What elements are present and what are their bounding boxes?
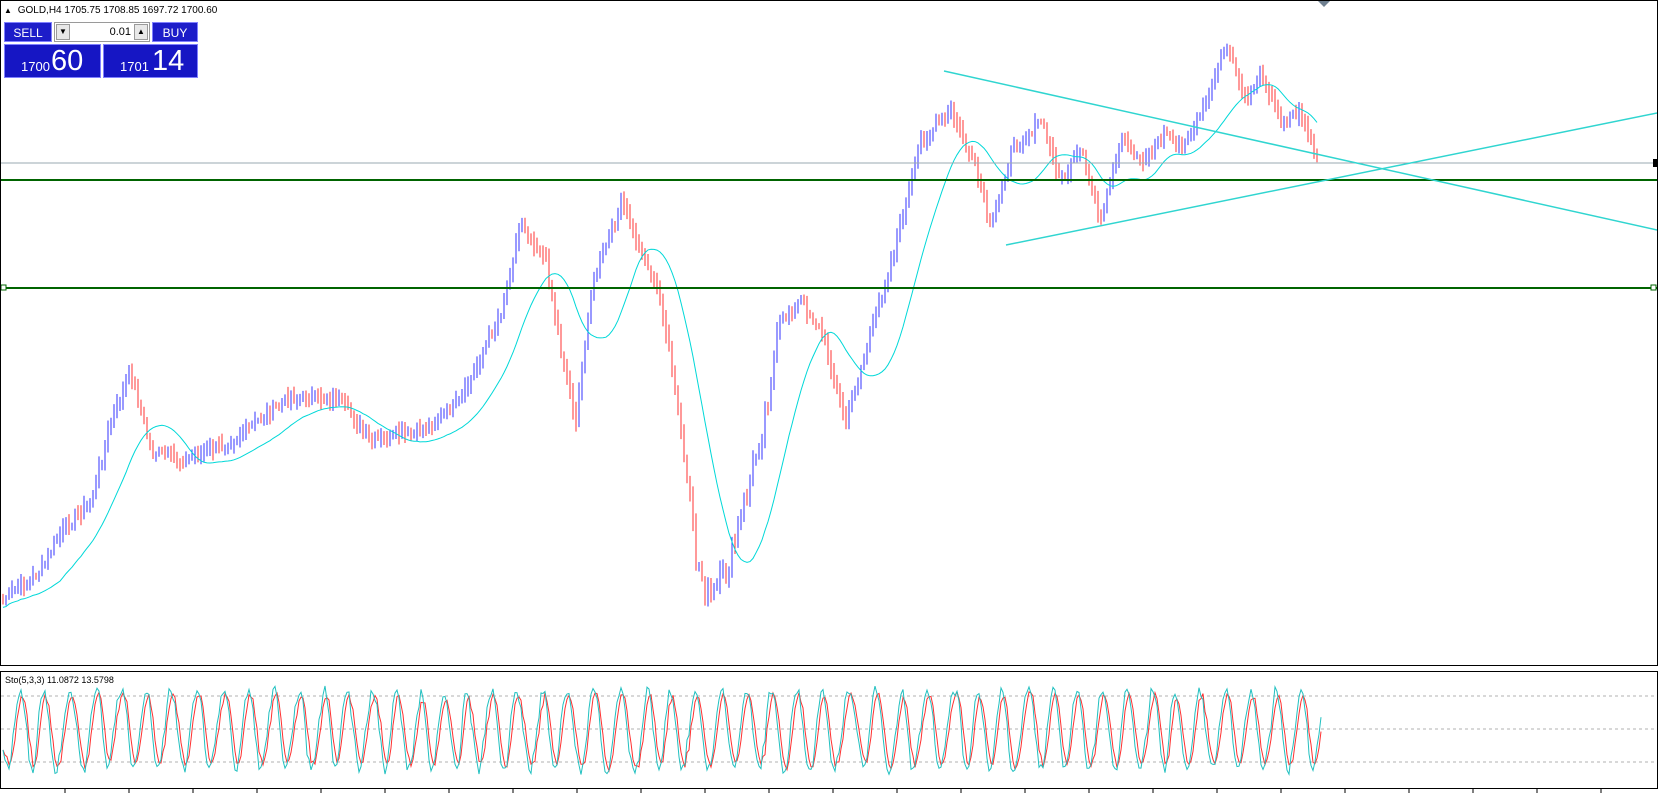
- level-handle-right: [1650, 284, 1657, 291]
- buy-price-pips: 14: [152, 45, 185, 77]
- stochastic-signal-line: [2, 690, 1322, 773]
- sell-price-prefix: 1700: [21, 59, 50, 74]
- stochastic-main-line: [2, 684, 1322, 776]
- lot-decrease-arrow-icon[interactable]: ▼: [56, 24, 70, 40]
- sell-price-display[interactable]: 1700 60: [4, 44, 101, 78]
- level-handle-left: [1, 284, 7, 291]
- price-chart-svg[interactable]: [1, 1, 1657, 665]
- sell-price-pips: 60: [51, 45, 84, 77]
- chart-title: ▲ GOLD,H4 1705.75 1708.85 1697.72 1700.6…: [4, 5, 217, 16]
- current-price-marker: [1653, 159, 1657, 167]
- lot-size-control: ▼ ▲: [54, 22, 150, 42]
- descending-trendline: [943, 70, 1657, 231]
- buy-button[interactable]: BUY: [152, 22, 198, 42]
- buy-price-prefix: 1701: [120, 59, 149, 74]
- stochastic-subwindow[interactable]: Sto(5,3,3) 11.0872 13.5798: [0, 671, 1658, 789]
- sell-button[interactable]: SELL: [4, 22, 52, 42]
- ascending-trendline: [1005, 112, 1657, 246]
- symbol-label: GOLD,H4: [17, 5, 62, 16]
- time-axis-ticks: [64, 789, 1602, 793]
- collapse-triangle-icon[interactable]: ▲: [4, 6, 12, 15]
- main-chart-area[interactable]: ▲ GOLD,H4 1705.75 1708.85 1697.72 1700.6…: [0, 0, 1658, 666]
- lot-increase-arrow-icon[interactable]: ▲: [134, 24, 148, 40]
- stochastic-chart-svg[interactable]: [1, 672, 1657, 788]
- ohlc-values: 1705.75 1708.85 1697.72 1700.60: [64, 5, 218, 16]
- lot-size-input[interactable]: [73, 24, 131, 40]
- stochastic-label: Sto(5,3,3) 11.0872 13.5798: [5, 675, 114, 685]
- moving-average-line: [2, 84, 1318, 608]
- time-axis-strip: [0, 789, 1662, 796]
- one-click-trading-panel: SELL ▼ ▲ BUY 1700 60 1701 14: [4, 22, 198, 78]
- buy-price-display[interactable]: 1701 14: [103, 44, 198, 78]
- chart-shift-marker-icon[interactable]: [1318, 1, 1330, 7]
